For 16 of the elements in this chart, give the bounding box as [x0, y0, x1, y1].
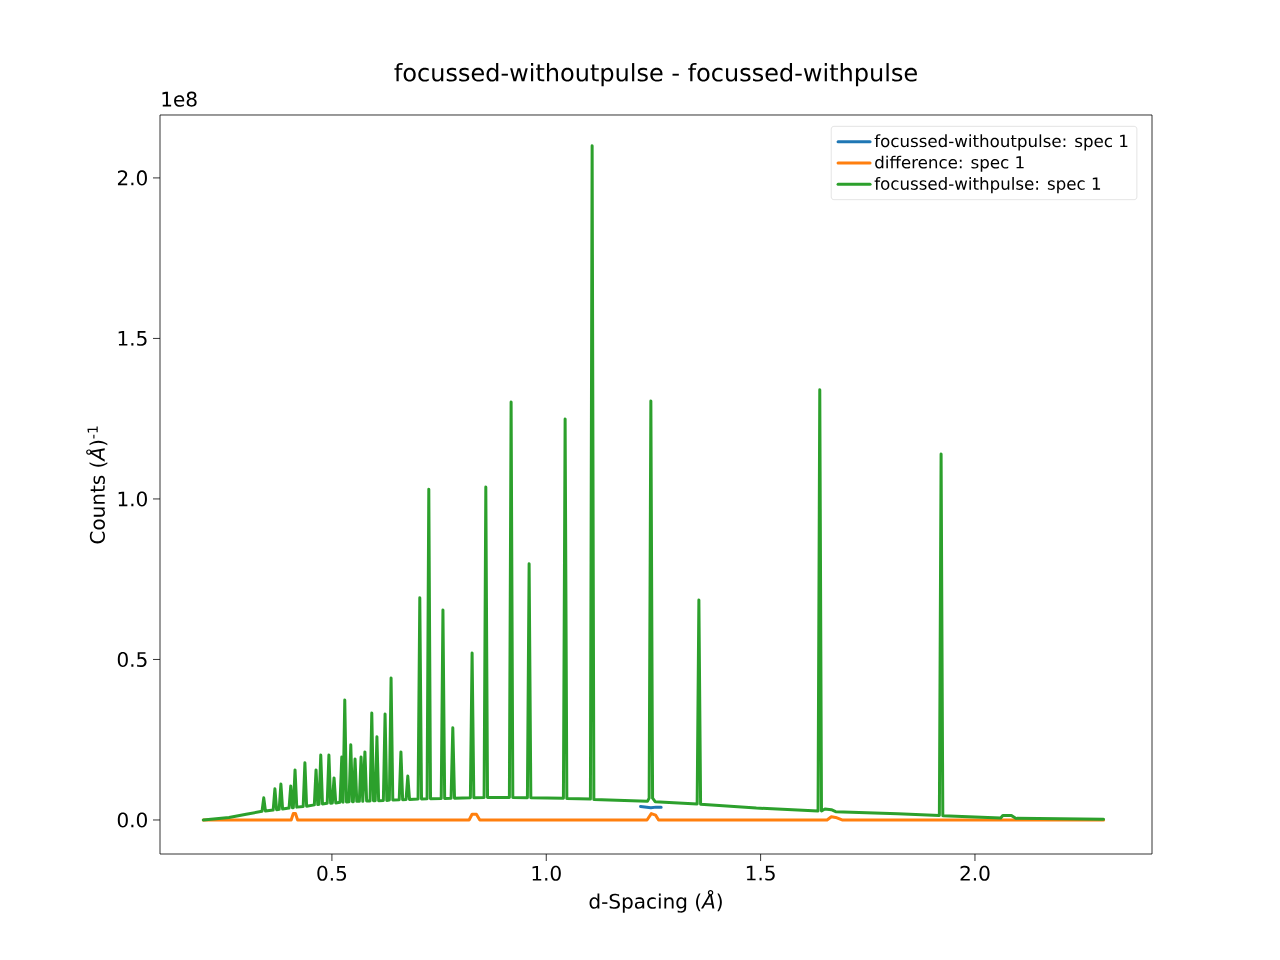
legend-label: focussed-withoutpulse: spec 1 [874, 134, 1128, 151]
x-tick-label: 1.5 [746, 865, 775, 881]
y-tick-label: 0.5 [117, 651, 147, 668]
y-tick-label: 1.5 [118, 331, 147, 346]
legend-label: focussed-withpulse: spec 1 [874, 176, 1101, 194]
y-tick-label: 0.0 [117, 812, 147, 828]
x-tick-label: 1.0 [532, 865, 561, 881]
y-axis-title: Counts (Å)$^{-1}$ [86, 426, 108, 544]
legend-label: difference: spec 1 [875, 155, 1024, 172]
chart-title: focussed-withoutpulse - focussed-withpulse [394, 63, 917, 87]
x-tick-label: 2.0 [960, 865, 990, 881]
y-tick-label: 1.0 [118, 491, 147, 507]
y-tick-label: 2.0 [117, 170, 147, 186]
x-tick-label: 0.5 [317, 865, 347, 881]
x-axis-title: d-Spacing (Å) [589, 890, 722, 913]
text: 1e8 [162, 91, 197, 107]
